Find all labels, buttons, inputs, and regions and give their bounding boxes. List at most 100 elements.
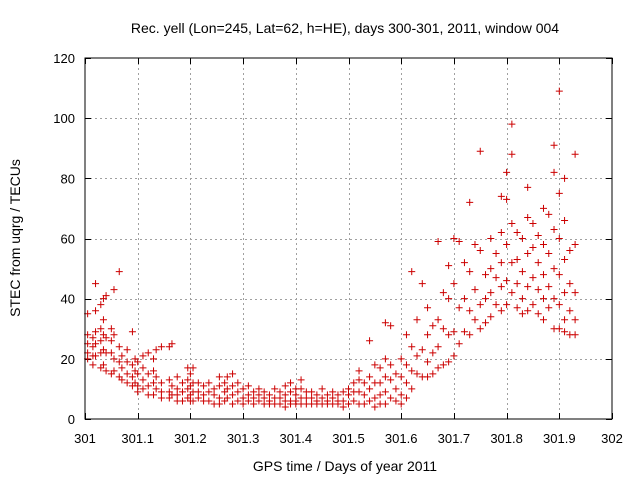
data-point [524, 283, 532, 291]
data-point [518, 295, 526, 303]
data-point [418, 280, 426, 288]
data-point [408, 385, 416, 393]
data-point [529, 219, 537, 227]
data-point [450, 235, 458, 242]
data-point [308, 388, 316, 396]
data-point [350, 379, 358, 387]
data-point [497, 259, 505, 267]
data-point [439, 289, 447, 297]
data-point [194, 379, 202, 387]
data-point [150, 379, 158, 387]
data-point [118, 364, 126, 372]
data-point [371, 403, 379, 411]
data-point [221, 379, 229, 387]
data-point [439, 361, 447, 369]
data-point [102, 367, 110, 375]
data-point [107, 349, 115, 357]
data-point [487, 265, 495, 273]
data-point [555, 87, 563, 95]
data-point [215, 400, 223, 408]
data-point [97, 301, 105, 309]
data-point [482, 295, 490, 303]
data-point [445, 295, 453, 303]
data-point [371, 361, 379, 369]
data-point [397, 373, 405, 381]
grid-layer [85, 58, 612, 419]
data-point [157, 388, 165, 396]
data-point [566, 247, 574, 255]
data-point [487, 235, 495, 242]
data-point [92, 307, 100, 315]
data-point [229, 370, 237, 378]
data-point [250, 400, 258, 408]
data-point [408, 367, 416, 375]
data-point [366, 385, 374, 393]
data-point [205, 397, 213, 405]
data-point [118, 376, 126, 384]
data-point [471, 316, 479, 324]
data-point [323, 391, 331, 399]
data-point [434, 364, 442, 372]
data-point [239, 385, 247, 393]
data-point [534, 286, 542, 294]
data-point [360, 391, 368, 399]
y-tick-label: 80 [61, 171, 75, 186]
data-point [561, 216, 569, 224]
data-point [381, 400, 389, 408]
data-point [555, 325, 563, 333]
data-point [115, 343, 123, 351]
data-point [487, 313, 495, 321]
data-point [497, 283, 505, 291]
data-point [234, 379, 242, 387]
data-point [150, 355, 158, 363]
data-point [508, 120, 516, 128]
data-point [355, 388, 363, 396]
data-point [215, 373, 223, 381]
data-point [165, 376, 173, 384]
x-tick-label: 301 [74, 431, 96, 446]
data-point [429, 370, 437, 378]
data-point [134, 358, 142, 366]
data-point [561, 328, 569, 336]
data-point [402, 379, 410, 387]
data-point [239, 394, 247, 402]
data-point [413, 352, 421, 360]
data-point [561, 256, 569, 264]
x-tick-labels: 301 301.1 301.2 301.3 301.4 301.5 301.6 301.7 30… [74, 431, 623, 446]
data-point [297, 385, 305, 393]
data-point [529, 244, 537, 252]
data-point [424, 331, 432, 339]
data-point [487, 289, 495, 297]
data-point [239, 400, 247, 408]
data-point [492, 301, 500, 309]
data-point [205, 388, 213, 396]
data-point [550, 168, 558, 176]
data-point [482, 271, 490, 279]
data-point [287, 379, 295, 387]
data-point [529, 301, 537, 309]
data-point [223, 373, 231, 381]
data-point [392, 385, 400, 393]
data-point [139, 376, 147, 384]
data-point [408, 268, 416, 276]
data-point [397, 400, 405, 408]
data-point [434, 343, 442, 351]
y-tick-label: 40 [61, 292, 75, 307]
data-point [545, 304, 553, 312]
data-point [260, 388, 268, 396]
data-point [571, 316, 579, 324]
data-point [89, 334, 97, 342]
data-point [250, 394, 258, 402]
data-point [92, 352, 100, 360]
data-point [424, 304, 432, 312]
data-point [455, 304, 463, 312]
data-point [128, 361, 136, 369]
data-point [110, 331, 118, 339]
data-point [115, 268, 123, 276]
data-point [134, 388, 142, 396]
data-point [545, 283, 553, 291]
data-point [318, 385, 326, 393]
data-point [476, 325, 484, 333]
data-point [524, 307, 532, 315]
data-point [210, 391, 218, 399]
